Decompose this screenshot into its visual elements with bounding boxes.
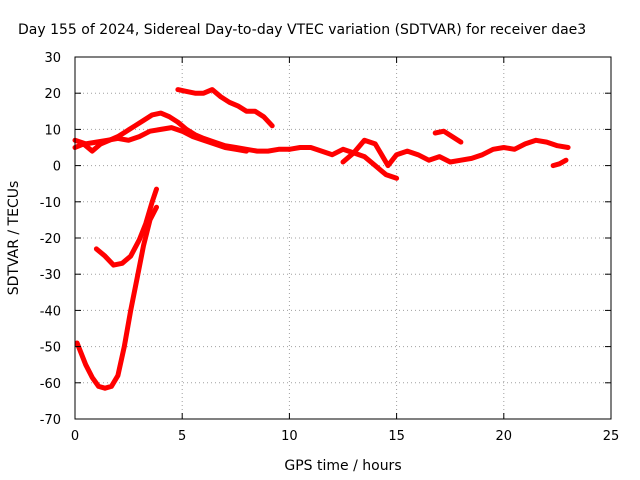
y-tick-label: -20 [40, 232, 61, 247]
series-line-arc-9 [550, 157, 569, 169]
x-tick-label: 10 [281, 429, 298, 444]
series-line-arc-6 [286, 137, 571, 169]
y-tick-label: -10 [40, 196, 61, 211]
y-tick-label: -50 [40, 341, 61, 356]
y-tick-label: -60 [40, 377, 61, 392]
y-axis-label: SDTVAR / TECUs [6, 181, 22, 296]
y-tick-label: 0 [53, 160, 61, 175]
series-line-arc-2 [93, 186, 159, 268]
x-tick-label: 15 [388, 429, 405, 444]
x-tick-label: 25 [603, 429, 620, 444]
y-tick-label: -70 [40, 413, 61, 428]
series-line-arc-4 [72, 125, 249, 154]
y-tick-label: -30 [40, 268, 61, 283]
y-tick-label: 20 [44, 87, 61, 102]
x-tick-label: 0 [71, 429, 79, 444]
series-group [72, 87, 571, 391]
series-line-arc-5 [175, 87, 275, 129]
y-tick-label: 30 [44, 51, 61, 66]
series-line-arc-7 [340, 150, 400, 181]
y-tick-label: 10 [44, 123, 61, 138]
x-tick-label: 5 [178, 429, 186, 444]
series-line-arc-8 [432, 128, 464, 145]
x-tick-label: 20 [496, 429, 513, 444]
chart-title: Day 155 of 2024, Sidereal Day-to-day VTE… [18, 22, 586, 38]
grid [75, 57, 611, 419]
x-axis-label: GPS time / hours [284, 458, 401, 474]
y-tick-label: -40 [40, 304, 61, 319]
axis-ticks: 0 5 10 15 20 25 -70 -60 -50 -40 -30 -20 -10 0 10 20 30 [40, 51, 620, 444]
series-line-arc-1 [74, 204, 159, 391]
